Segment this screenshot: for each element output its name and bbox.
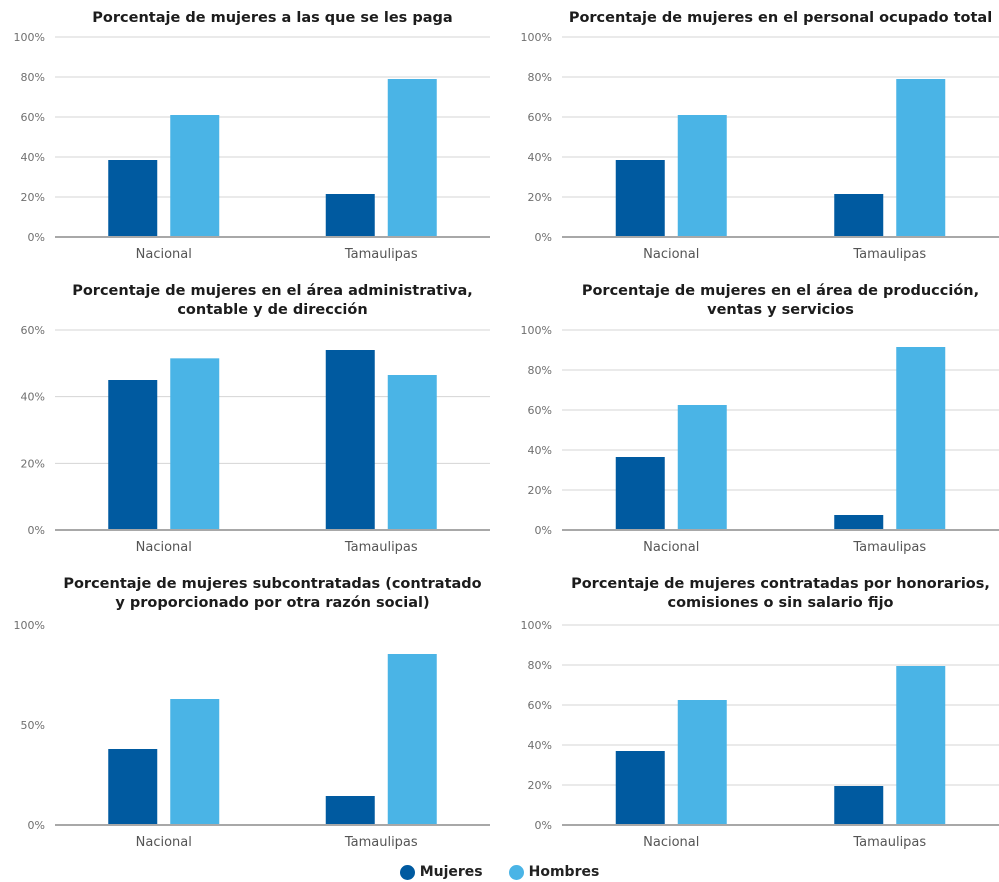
chart-panel-2: Porcentaje de mujeres en el personal ocu… (521, 10, 999, 262)
y-tick-label-5-1: 50% (21, 719, 45, 732)
y-tick-label-4-0: 0% (535, 524, 552, 537)
y-tick-label-3-3: 60% (21, 324, 45, 337)
bar-1-tamaulipas-mujeres (325, 194, 375, 237)
bar-5-nacional-hombres (170, 699, 220, 825)
y-tick-label-1-5: 100% (14, 31, 45, 44)
chart-title-3-line-1: Porcentaje de mujeres en el área adminis… (72, 283, 473, 299)
chart-panel-6: Porcentaje de mujeres contratadas por ho… (521, 576, 999, 850)
y-tick-label-4-5: 100% (521, 324, 552, 337)
y-tick-label-3-0: 0% (28, 524, 45, 537)
y-tick-label-5-0: 0% (28, 819, 45, 832)
legend-label-hombres: Hombres (528, 864, 600, 880)
chart-title-4-line-1: Porcentaje de mujeres en el área de prod… (582, 283, 979, 299)
bar-4-nacional-hombres (677, 405, 727, 530)
bar-3-nacional-mujeres (108, 380, 158, 530)
y-tick-label-6-0: 0% (535, 819, 552, 832)
bar-6-tamaulipas-hombres (896, 666, 946, 825)
y-tick-label-2-0: 0% (535, 231, 552, 244)
bar-3-tamaulipas-mujeres (325, 350, 375, 530)
legend-item-hombres: Hombres (508, 864, 600, 880)
y-tick-label-2-5: 100% (521, 31, 552, 44)
bar-6-nacional-mujeres (615, 751, 665, 825)
bar-2-tamaulipas-hombres (896, 79, 946, 237)
category-label-3-nacional: Nacional (136, 540, 192, 555)
chart-title-5-line-1: Porcentaje de mujeres subcontratadas (co… (63, 576, 481, 592)
y-tick-label-3-1: 20% (21, 457, 45, 470)
y-tick-label-6-3: 60% (528, 699, 552, 712)
legend-item-mujeres: Mujeres (399, 864, 483, 880)
bar-1-nacional-hombres (170, 115, 220, 237)
bar-5-tamaulipas-mujeres (325, 796, 375, 825)
bar-4-nacional-mujeres (615, 457, 665, 530)
y-tick-label-6-4: 80% (528, 659, 552, 672)
legend-swatch-hombres-icon (508, 864, 524, 880)
legend-label-mujeres: Mujeres (419, 864, 483, 880)
y-tick-label-2-1: 20% (528, 191, 552, 204)
category-label-5-tamaulipas: Tamaulipas (344, 835, 418, 850)
category-label-4-tamaulipas: Tamaulipas (852, 540, 926, 555)
chart-panel-3: Porcentaje de mujeres en el área adminis… (21, 283, 490, 555)
bar-6-nacional-hombres (677, 700, 727, 825)
bar-6-tamaulipas-mujeres (834, 786, 884, 825)
bar-2-tamaulipas-mujeres (834, 194, 884, 237)
bar-3-nacional-hombres (170, 358, 220, 530)
category-label-6-tamaulipas: Tamaulipas (852, 835, 926, 850)
y-tick-label-1-1: 20% (21, 191, 45, 204)
legend: Mujeres Hombres (0, 862, 999, 882)
y-tick-label-1-4: 80% (21, 71, 45, 84)
chart-title-2-line-1: Porcentaje de mujeres en el personal ocu… (569, 10, 992, 26)
y-tick-label-5-2: 100% (14, 619, 45, 632)
y-tick-label-6-5: 100% (521, 619, 552, 632)
category-label-2-nacional: Nacional (643, 247, 699, 262)
legend-swatch-mujeres-icon (399, 864, 415, 880)
chart-title-3-line-2: contable y de dirección (177, 302, 367, 318)
y-tick-label-3-2: 40% (21, 391, 45, 404)
y-tick-label-2-3: 60% (528, 111, 552, 124)
y-tick-label-1-0: 0% (28, 231, 45, 244)
y-tick-label-1-2: 40% (21, 151, 45, 164)
category-label-2-tamaulipas: Tamaulipas (852, 247, 926, 262)
chart-title-1-line-1: Porcentaje de mujeres a las que se les p… (92, 10, 452, 26)
y-tick-label-2-2: 40% (528, 151, 552, 164)
category-label-3-tamaulipas: Tamaulipas (344, 540, 418, 555)
y-tick-label-4-1: 20% (528, 484, 552, 497)
y-tick-label-4-4: 80% (528, 364, 552, 377)
y-tick-label-2-4: 80% (528, 71, 552, 84)
bar-4-tamaulipas-hombres (896, 347, 946, 530)
bar-5-tamaulipas-hombres (387, 654, 437, 825)
chart-panel-4: Porcentaje de mujeres en el área de prod… (521, 283, 999, 555)
y-tick-label-4-3: 60% (528, 404, 552, 417)
chart-title-4-line-2: ventas y servicios (707, 302, 854, 318)
chart-panel-1: Porcentaje de mujeres a las que se les p… (14, 10, 490, 262)
bar-2-nacional-hombres (677, 115, 727, 237)
bar-3-tamaulipas-hombres (387, 375, 437, 530)
y-tick-label-4-2: 40% (528, 444, 552, 457)
bar-4-tamaulipas-mujeres (834, 515, 884, 530)
bar-1-nacional-mujeres (108, 160, 158, 237)
bar-5-nacional-mujeres (108, 749, 158, 825)
chart-title-6-line-2: comisiones o sin salario fijo (668, 595, 894, 611)
bar-1-tamaulipas-hombres (387, 79, 437, 237)
chart-panel-5: Porcentaje de mujeres subcontratadas (co… (14, 576, 490, 850)
y-tick-label-6-2: 40% (528, 739, 552, 752)
chart-grid: Porcentaje de mujeres a las que se les p… (14, 10, 999, 850)
category-label-5-nacional: Nacional (136, 835, 192, 850)
y-tick-label-1-3: 60% (21, 111, 45, 124)
category-label-4-nacional: Nacional (643, 540, 699, 555)
category-label-1-nacional: Nacional (136, 247, 192, 262)
y-tick-label-6-1: 20% (528, 779, 552, 792)
category-label-1-tamaulipas: Tamaulipas (344, 247, 418, 262)
chart-title-6-line-1: Porcentaje de mujeres contratadas por ho… (571, 576, 990, 592)
category-label-6-nacional: Nacional (643, 835, 699, 850)
chart-title-5-line-2: y proporcionado por otra razón social) (115, 595, 429, 611)
bar-2-nacional-mujeres (615, 160, 665, 237)
